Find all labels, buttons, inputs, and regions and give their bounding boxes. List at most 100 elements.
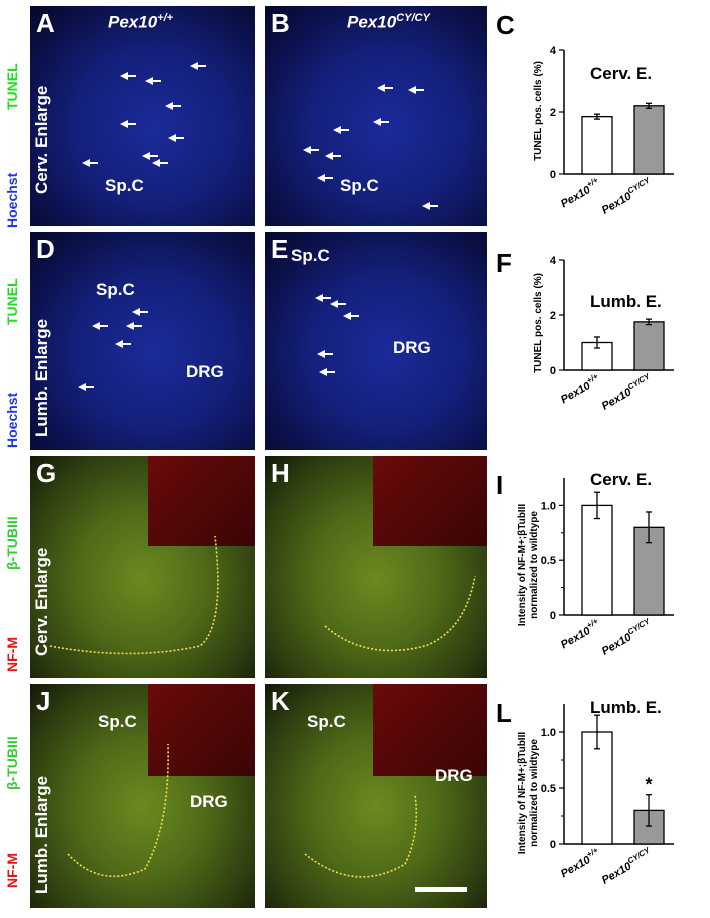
x-tick-label: Pex10+/+ (557, 845, 602, 880)
significance-marker: * (645, 775, 652, 795)
arrow-icon (145, 77, 161, 85)
chart-i: I Cerv. E. Intensity of NF-M+;βTubIII no… (492, 458, 708, 680)
arrow-markers (303, 84, 438, 210)
stain-label-hoechst-row1: Hoechst (4, 172, 20, 228)
chart-title: Cerv. E. (590, 64, 653, 83)
spinal-cord-label: Sp.C (98, 712, 137, 731)
arrow-markers (82, 62, 206, 167)
drg-label: DRG (435, 766, 473, 785)
inset-image (373, 456, 487, 546)
y-tick-label: 0 (550, 169, 556, 181)
chart-letter: I (496, 470, 504, 500)
drg-label: DRG (186, 362, 224, 381)
x-tick-label: Pex10CY/CY (598, 175, 655, 216)
arrow-icon (82, 159, 98, 167)
spinal-cord-label: Sp.C (291, 246, 330, 265)
panel-k-micrograph: K Sp.C DRG (265, 684, 487, 908)
panel-letter: B (271, 8, 290, 38)
gray-matter-outline (324, 575, 476, 652)
stain-label-btubiii-row3: β-TUBIII (4, 516, 20, 570)
bar-chart-svg: 0 2 4 Pex10+/+Pex10CY/CY (550, 255, 674, 413)
drg-label: DRG (190, 792, 228, 811)
x-tick-label: Pex10+/+ (557, 616, 602, 651)
arrow-icon (142, 152, 158, 160)
stain-label-tunel-row2: TUNEL (4, 278, 20, 325)
arrow-icon (373, 118, 389, 126)
y-tick-label: 0 (550, 610, 556, 622)
genotype-title: Pex10+/+ (108, 12, 174, 32)
arrow-icon (303, 146, 319, 154)
scale-bar (415, 887, 467, 892)
chart-title: Lumb. E. (590, 292, 662, 311)
bar (581, 731, 613, 845)
arrow-icon (317, 350, 333, 358)
y-tick-label: 4 (550, 45, 557, 57)
gray-matter-outline (49, 535, 219, 655)
arrow-icon (126, 322, 142, 330)
arrow-icon (343, 312, 359, 320)
stain-label-btubiii-row4: β-TUBIII (4, 736, 20, 790)
bar-chart-svg: 0 2 4 Pex10+/+Pex10CY/CY (550, 45, 674, 217)
y-tick-label: 1.0 (541, 727, 556, 739)
arrow-icon (319, 368, 335, 376)
chart-c: C Cerv. E. TUNEL pos. cells (%) 0 2 4 Pex10… (492, 6, 708, 228)
spinal-cord-label: Sp.C (96, 280, 135, 299)
genotype-title: Pex10CY/CY (347, 12, 430, 32)
arrow-icon (168, 134, 184, 142)
stain-label-tunel-row1: TUNEL (4, 63, 20, 110)
panel-b-micrograph: B Pex10CY/CY Sp.C (265, 6, 487, 226)
arrow-icon (422, 202, 438, 210)
arrow-icon (120, 72, 136, 80)
arrow-icon (132, 308, 148, 316)
y-tick-label: 1.0 (541, 500, 556, 512)
gray-matter-outline (304, 793, 418, 878)
arrow-icon (92, 322, 108, 330)
panel-letter: K (271, 686, 290, 716)
panel-letter: A (36, 8, 55, 38)
inset-image (148, 456, 255, 546)
chart-title: Cerv. E. (590, 470, 653, 489)
panel-letter: E (271, 234, 289, 264)
arrow-icon (152, 159, 168, 167)
arrow-icon (325, 152, 341, 160)
inset-image (148, 684, 255, 776)
x-tick-label: Pex10CY/CY (598, 371, 655, 412)
y-tick-label: 2 (550, 310, 556, 322)
y-tick-label: 4 (550, 255, 557, 267)
arrow-markers (315, 294, 359, 376)
spinal-cord-label: Sp.C (307, 712, 346, 731)
chart-title: Lumb. E. (590, 698, 662, 717)
panel-j-micrograph: J Lumb. Enlarge Sp.C DRG (30, 684, 255, 908)
inset-image (373, 684, 487, 776)
arrow-icon (330, 300, 346, 308)
bar (581, 504, 613, 616)
arrow-icon (115, 340, 131, 348)
panel-letter: G (36, 458, 57, 488)
arrow-icon (317, 174, 333, 182)
panel-letter: D (36, 234, 55, 264)
arrow-icon (377, 84, 393, 92)
chart-letter: L (496, 698, 512, 728)
arrow-icon (120, 120, 136, 128)
panel-letter: J (36, 686, 51, 716)
panel-g-micrograph: G Cerv. Enlarge (30, 456, 255, 678)
arrow-icon (315, 294, 331, 302)
bar-chart-svg: 0 0.5 1.0 Pex10+/+ * Pex10CY/CY (541, 704, 674, 887)
y-tick-label: 2 (550, 107, 556, 119)
drg-label: DRG (393, 338, 431, 357)
panel-d-micrograph: D Lumb. Enlarge Sp.C DRG (30, 232, 255, 450)
bar-chart-svg: 0 0.5 1.0 Pex10+/+Pex10CY/CY (541, 478, 674, 658)
x-tick-label: Pex10+/+ (557, 371, 602, 406)
stain-label-hoechst-row2: Hoechst (4, 392, 20, 448)
arrow-icon (333, 126, 349, 134)
bar (581, 116, 613, 175)
spinal-cord-label: Sp.C (105, 176, 144, 195)
arrow-icon (190, 62, 206, 70)
arrow-icon (78, 383, 94, 391)
y-tick-label: 0.5 (541, 783, 556, 795)
x-tick-label: Pex10+/+ (557, 175, 602, 210)
panel-letter: H (271, 458, 290, 488)
bar (633, 105, 665, 175)
x-tick-label: Pex10CY/CY (598, 616, 655, 657)
panel-e-micrograph: E Sp.C DRG (265, 232, 487, 450)
